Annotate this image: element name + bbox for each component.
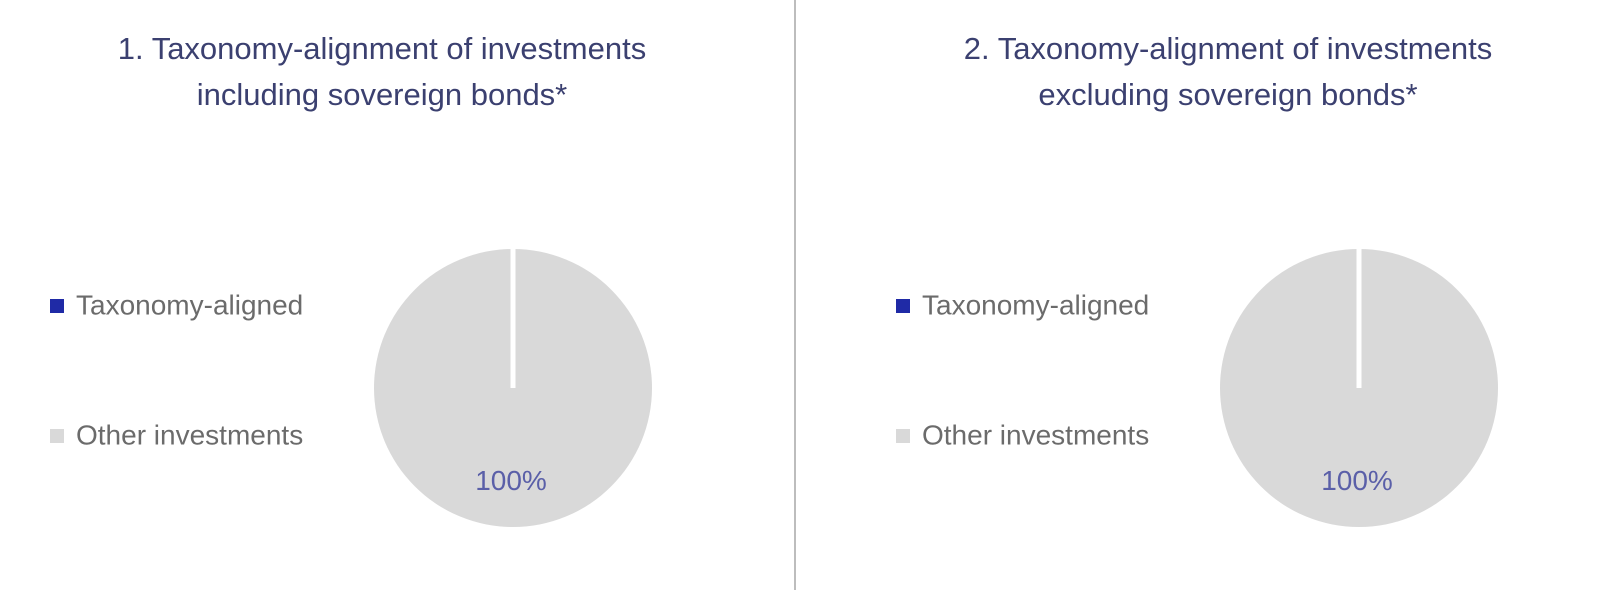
data-label: 100%: [475, 465, 547, 496]
legend-label: Other investments: [76, 419, 303, 450]
chart-title: 1. Taxonomy-alignment of investments inc…: [117, 31, 647, 112]
chart-panel: 1. Taxonomy-alignment of investments inc…: [0, 0, 790, 590]
legend-label: Taxonomy-aligned: [76, 289, 303, 320]
chart-title: 2. Taxonomy-alignment of investments exc…: [963, 31, 1493, 112]
legend-swatch: [50, 429, 64, 443]
chart: Taxonomy-aligned Other investments 100%: [50, 249, 652, 527]
legend-swatch: [896, 299, 910, 313]
chart-panel: 2. Taxonomy-alignment of investments exc…: [846, 0, 1611, 590]
legend-label: Other investments: [922, 419, 1149, 450]
divider: [794, 0, 796, 590]
legend-swatch: [896, 429, 910, 443]
data-label: 100%: [1321, 465, 1393, 496]
legend-label: Taxonomy-aligned: [922, 289, 1149, 320]
legend-swatch: [50, 299, 64, 313]
chart: Taxonomy-aligned Other investments 100%: [896, 249, 1498, 527]
